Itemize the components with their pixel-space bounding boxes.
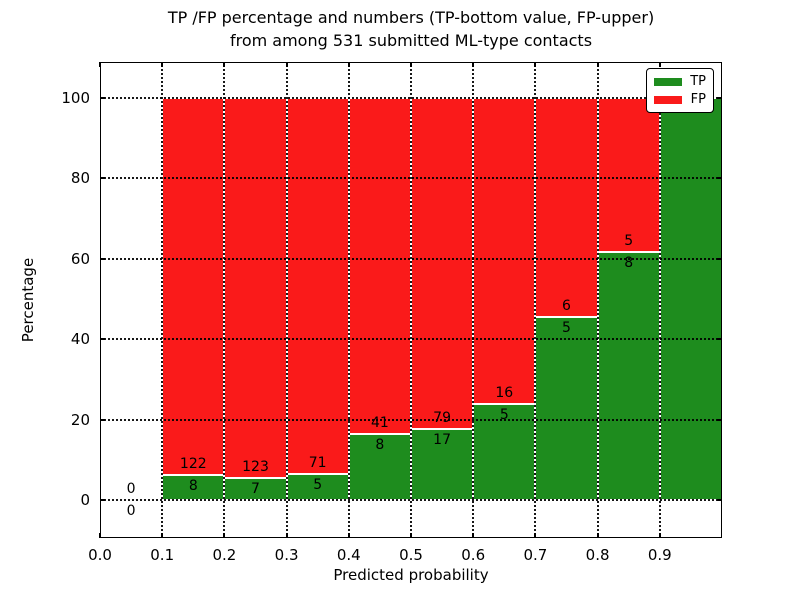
gridline-vertical	[223, 62, 226, 538]
bar-fp-segment	[597, 97, 660, 253]
x-tick-label: 0.1	[150, 546, 175, 564]
legend-tp-label: TP	[690, 74, 706, 89]
fp-count-label: 123	[242, 459, 269, 476]
y-axis-label: Percentage	[19, 257, 37, 343]
tp-count-label: 7	[251, 481, 260, 498]
x-tick-mark-bottom	[410, 533, 412, 538]
y-tick-mark-right	[717, 257, 722, 260]
x-tick-mark-bottom	[658, 533, 661, 538]
x-tick-label: 0.9	[647, 546, 672, 564]
fp-count-label: 6	[562, 298, 571, 315]
x-tick-mark-bottom	[285, 533, 288, 538]
x-tick-mark-bottom	[161, 533, 164, 538]
x-tick-label: 0.4	[336, 546, 361, 564]
bar-fp-segment	[535, 97, 598, 318]
tp-count-label: 8	[375, 437, 385, 454]
tp-count-label: 17	[433, 431, 452, 448]
x-tick-mark-bottom	[347, 533, 350, 538]
y-tick-label: 80	[70, 169, 90, 188]
x-tick-label: 0.7	[523, 546, 548, 564]
y-tick-mark-left	[100, 177, 105, 180]
gridline-vertical	[161, 62, 164, 538]
fp-count-label: 16	[495, 385, 514, 402]
bar-tp-segment	[597, 252, 660, 500]
tp-count-label: 5	[313, 476, 323, 493]
legend-row-fp: FP	[654, 92, 706, 107]
tp-count-label: 5	[562, 320, 571, 337]
x-tick-mark-top	[596, 62, 599, 67]
bar-tp-segment	[411, 428, 474, 500]
fp-count-label: 0	[126, 480, 136, 497]
legend: TP FP	[646, 68, 714, 113]
bar-fp-segment	[473, 97, 536, 405]
gridline-vertical	[410, 62, 412, 538]
legend-row-tp: TP	[654, 74, 706, 89]
x-tick-mark-top	[410, 62, 412, 67]
y-tick-label: 20	[70, 410, 90, 429]
x-tick-mark-top	[472, 62, 475, 67]
tp-count-label: 8	[624, 255, 634, 272]
fp-count-label: 41	[370, 415, 389, 432]
fp-count-label: 122	[179, 456, 207, 473]
y-tick-mark-right	[717, 96, 722, 99]
chart-title: TP /FP percentage and numbers (TP-bottom…	[100, 6, 722, 52]
bar-tp-segment	[535, 317, 598, 500]
y-tick-mark-left	[100, 96, 105, 99]
x-tick-mark-top	[161, 62, 164, 67]
bar-tp-segment	[659, 97, 722, 500]
x-tick-mark-top	[285, 62, 288, 67]
legend-tp-swatch-icon	[654, 77, 682, 86]
y-tick-mark-left	[100, 257, 105, 260]
chart-title-line2: from among 531 submitted ML-type contact…	[229, 31, 593, 50]
y-tick-mark-right	[717, 338, 722, 341]
tp-count-label: 0	[126, 502, 136, 519]
y-tick-mark-right	[717, 418, 722, 421]
y-tick-label: 40	[70, 330, 90, 349]
x-tick-mark-bottom	[534, 533, 537, 538]
x-tick-mark-top	[223, 62, 226, 67]
y-tick-label: 100	[61, 88, 90, 107]
x-axis-label: Predicted probability	[333, 566, 489, 584]
legend-fp-swatch-icon	[654, 95, 682, 104]
x-tick-mark-top	[658, 62, 661, 67]
y-tick-mark-left	[100, 338, 105, 341]
x-tick-mark-bottom	[223, 533, 226, 538]
y-tick-label: 60	[70, 249, 90, 268]
gridline-vertical	[285, 62, 288, 538]
tp-count-label: 8	[188, 478, 198, 495]
fp-count-label: 79	[433, 409, 452, 426]
y-tick-mark-left	[100, 418, 105, 421]
chart-title-line1: TP /FP percentage and numbers (TP-bottom…	[167, 8, 655, 27]
bar-fp-segment	[348, 97, 411, 435]
gridline-vertical	[658, 62, 661, 538]
legend-fp-label: FP	[690, 92, 706, 107]
gridline-vertical	[347, 62, 350, 538]
bar-fp-segment	[411, 97, 474, 429]
x-tick-mark-top	[99, 62, 101, 67]
x-tick-label: 0.2	[212, 546, 237, 564]
bar-fp-segment	[224, 97, 287, 479]
x-tick-label: 0.0	[88, 546, 112, 564]
bar-fp-segment	[286, 97, 349, 474]
x-tick-mark-bottom	[596, 533, 599, 538]
tp-count-label: 5	[499, 407, 509, 424]
x-tick-label: 0.5	[399, 546, 423, 564]
x-tick-mark-bottom	[99, 533, 101, 538]
gridline-vertical	[472, 62, 475, 538]
gridline-vertical	[596, 62, 599, 538]
x-tick-mark-top	[534, 62, 537, 67]
fp-count-label: 5	[624, 233, 634, 250]
gridline-vertical	[534, 62, 537, 538]
x-tick-mark-top	[347, 62, 350, 67]
y-tick-mark-left	[100, 498, 105, 501]
fp-count-label: 71	[308, 454, 327, 471]
x-tick-label: 0.6	[461, 546, 486, 564]
x-tick-label: 0.8	[585, 546, 610, 564]
y-tick-mark-right	[717, 498, 722, 501]
y-tick-label: 0	[80, 490, 90, 509]
x-tick-mark-bottom	[472, 533, 475, 538]
x-tick-label: 0.3	[274, 546, 299, 564]
y-tick-mark-right	[717, 177, 722, 180]
